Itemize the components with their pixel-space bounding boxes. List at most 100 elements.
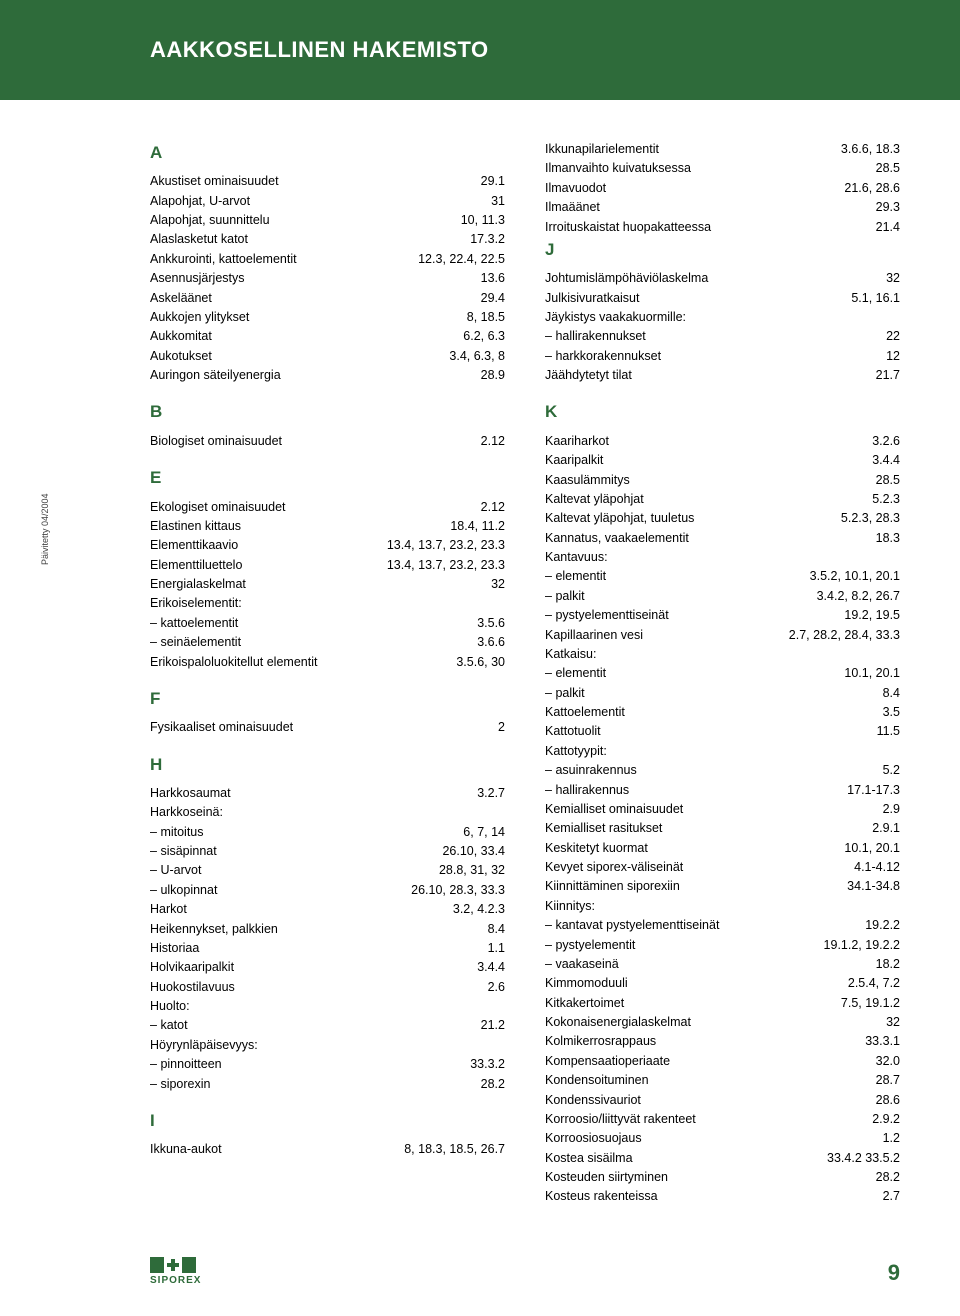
entry-term: Kiinnitys: xyxy=(545,897,900,916)
logo-plus-icon xyxy=(166,1257,180,1273)
index-entry: ulkopinnat26.10, 28.3, 33.3 xyxy=(150,881,505,900)
entry-ref: 13.4, 13.7, 23.2, 23.3 xyxy=(387,536,505,555)
index-entry: Aukotukset3.4, 6.3, 8 xyxy=(150,347,505,366)
index-entry: U-arvot28.8, 31, 32 xyxy=(150,861,505,880)
index-entry: Kondenssivauriot28.6 xyxy=(545,1091,900,1110)
entry-term: Ikkunapilarielementit xyxy=(545,140,841,159)
entry-term: Julkisivuratkaisut xyxy=(545,289,851,308)
entry-ref: 31 xyxy=(491,192,505,211)
entry-ref: 3.6.6, 18.3 xyxy=(841,140,900,159)
entry-ref: 17.1-17.3 xyxy=(847,781,900,800)
index-entry: Kiinnittäminen siporexiin34.1-34.8 xyxy=(545,877,900,896)
index-entry: Historiaa1.1 xyxy=(150,939,505,958)
header-band: AAKKOSELLINEN HAKEMISTO xyxy=(0,0,960,100)
index-entry: Jäykistys vaakakuormille: xyxy=(545,308,900,327)
entry-ref: 33.3.1 xyxy=(865,1032,900,1051)
index-entry: Kaariharkot3.2.6 xyxy=(545,432,900,451)
index-entry: Kosteus rakenteissa2.7 xyxy=(545,1187,900,1206)
entry-term: Ikkuna-aukot xyxy=(150,1140,404,1159)
entry-term: Aukotukset xyxy=(150,347,449,366)
entry-term: kattoelementit xyxy=(150,614,477,633)
index-entry: Kostea sisäilma33.4.2 33.5.2 xyxy=(545,1149,900,1168)
entry-ref: 33.3.2 xyxy=(470,1055,505,1074)
entry-term: Elementtikaavio xyxy=(150,536,387,555)
index-entry: Alapohjat, U-arvot31 xyxy=(150,192,505,211)
footer: SIPOREX 9 xyxy=(0,1237,960,1316)
index-entry: elementit3.5.2, 10.1, 20.1 xyxy=(545,567,900,586)
entry-ref: 28.2 xyxy=(481,1075,505,1094)
entry-term: siporexin xyxy=(150,1075,481,1094)
index-entry: harkkorakennukset12 xyxy=(545,347,900,366)
entry-term: katot xyxy=(150,1016,481,1035)
index-entry: Heikennykset, palkkien8.4 xyxy=(150,920,505,939)
entry-term: Aukkomitat xyxy=(150,327,463,346)
entry-term: Korroosio/liittyvät rakenteet xyxy=(545,1110,872,1129)
index-entry: Elastinen kittaus18.4, 11.2 xyxy=(150,517,505,536)
entry-term: Kondensoituminen xyxy=(545,1071,876,1090)
entry-ref: 32 xyxy=(886,1013,900,1032)
index-entry: Kaasulämmitys28.5 xyxy=(545,471,900,490)
entry-ref: 28.6 xyxy=(876,1091,900,1110)
entry-term: Holvikaaripalkit xyxy=(150,958,477,977)
entry-term: Erikoiselementit: xyxy=(150,594,505,613)
index-letter: B xyxy=(150,399,505,425)
page-number: 9 xyxy=(888,1260,900,1286)
entry-ref: 28.8, 31, 32 xyxy=(439,861,505,880)
entry-term: Historiaa xyxy=(150,939,488,958)
index-entry: Katkaisu: xyxy=(545,645,900,664)
entry-ref: 28.5 xyxy=(876,471,900,490)
index-letter: H xyxy=(150,752,505,778)
index-entry: Biologiset ominaisuudet2.12 xyxy=(150,432,505,451)
index-entry: Akustiset ominaisuudet29.1 xyxy=(150,172,505,191)
entry-ref: 21.7 xyxy=(876,366,900,385)
entry-ref: 19.1.2, 19.2.2 xyxy=(824,936,900,955)
index-entry: Ankkurointi, kattoelementit12.3, 22.4, 2… xyxy=(150,250,505,269)
entry-ref: 19.2, 19.5 xyxy=(844,606,900,625)
index-entry: Kannatus, vaakaelementit18.3 xyxy=(545,529,900,548)
entry-term: Kattotuolit xyxy=(545,722,877,741)
index-entry: Harkkosaumat3.2.7 xyxy=(150,784,505,803)
entry-ref: 13.6 xyxy=(481,269,505,288)
entry-ref: 2 xyxy=(498,718,505,737)
entry-ref: 3.4.2, 8.2, 26.7 xyxy=(817,587,900,606)
index-entry: katot21.2 xyxy=(150,1016,505,1035)
entry-term: Ankkurointi, kattoelementit xyxy=(150,250,418,269)
entry-ref: 6.2, 6.3 xyxy=(463,327,505,346)
index-entry: hallirakennukset22 xyxy=(545,327,900,346)
entry-term: Keskitetyt kuormat xyxy=(545,839,844,858)
entry-term: Kevyet siporex-väliseinät xyxy=(545,858,854,877)
entry-term: Kompensaatioperiaate xyxy=(545,1052,876,1071)
index-columns: A Akustiset ominaisuudet29.1Alapohjat, U-… xyxy=(150,140,900,1207)
entry-term: Kolmikerrosrappaus xyxy=(545,1032,865,1051)
index-entry: Ikkuna-aukot8, 18.3, 18.5, 26.7 xyxy=(150,1140,505,1159)
index-letter: A xyxy=(150,140,505,166)
entry-ref: 33.4.2 33.5.2 xyxy=(827,1149,900,1168)
index-entry: vaakaseinä18.2 xyxy=(545,955,900,974)
entry-ref: 18.3 xyxy=(876,529,900,548)
entry-term: palkit xyxy=(545,587,817,606)
index-entry: Aukkomitat6.2, 6.3 xyxy=(150,327,505,346)
entry-term: palkit xyxy=(545,684,883,703)
entry-term: Ilmavuodot xyxy=(545,179,844,198)
index-entry: Ikkunapilarielementit3.6.6, 18.3 xyxy=(545,140,900,159)
entry-term: Erikoispaloluokitellut elementit xyxy=(150,653,456,672)
entry-ref: 3.5.6, 30 xyxy=(456,653,505,672)
entry-term: Irroituskaistat huopakatteessa xyxy=(545,218,876,237)
entry-term: seinäelementit xyxy=(150,633,477,652)
entry-term: Auringon säteilyenergia xyxy=(150,366,481,385)
entry-ref: 29.3 xyxy=(876,198,900,217)
entry-ref: 8, 18.5 xyxy=(467,308,505,327)
entry-term: Kattoelementit xyxy=(545,703,883,722)
entry-term: U-arvot xyxy=(150,861,439,880)
entry-term: Höyrynläpäisevyys: xyxy=(150,1036,505,1055)
entry-term: Kosteuden siirtyminen xyxy=(545,1168,876,1187)
index-entry: asuinrakennus5.2 xyxy=(545,761,900,780)
entry-ref: 32.0 xyxy=(876,1052,900,1071)
entry-term: Energialaskelmat xyxy=(150,575,491,594)
index-entry: Holvikaaripalkit3.4.4 xyxy=(150,958,505,977)
index-entry: Korroosio/liittyvät rakenteet2.9.2 xyxy=(545,1110,900,1129)
entry-term: Korroosiosuojaus xyxy=(545,1129,883,1148)
entry-term: hallirakennukset xyxy=(545,327,886,346)
index-entry: siporexin28.2 xyxy=(150,1075,505,1094)
entry-term: Kimmomoduuli xyxy=(545,974,848,993)
